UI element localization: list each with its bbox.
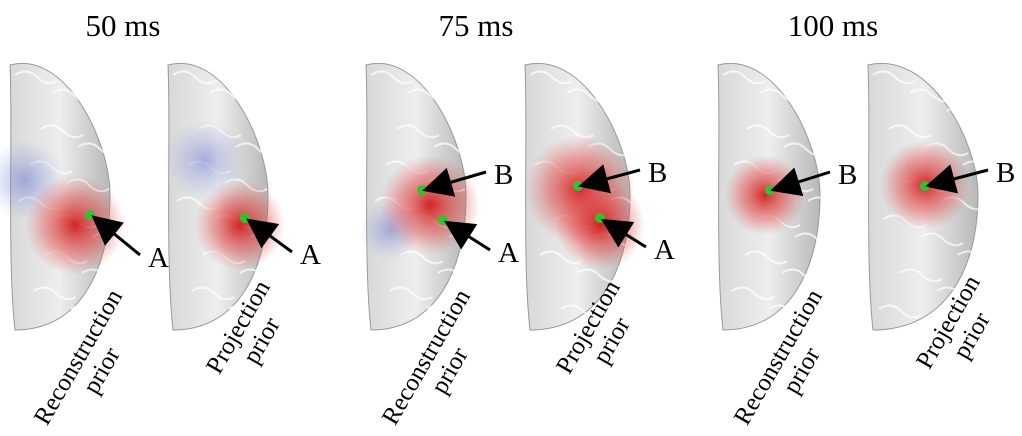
panel-title: 75 ms [439,8,514,43]
marker-label: B [996,157,1015,189]
marker-label: A [654,234,675,266]
source-dot [920,181,930,191]
brain-fold [445,107,487,119]
source-dot [85,210,95,220]
marker-label: A [300,239,321,271]
source-dot [595,213,605,223]
source-dot [417,185,427,195]
red-activation [555,180,645,270]
marker-label: B [838,159,857,191]
source-dot [573,181,583,191]
source-dot [438,215,448,225]
marker-label: A [148,242,169,274]
brain-fold [604,107,646,119]
red-activation [725,155,805,235]
marker-label: B [494,159,513,191]
brain-fold [797,107,839,119]
marker-label: B [648,157,667,189]
red-activation [25,175,125,275]
red-activation [195,180,285,270]
marker-label: A [498,237,519,269]
brain-fold [247,107,289,119]
brain-fold [89,107,131,119]
source-dot [240,213,250,223]
panel-title: 50 ms [86,8,161,43]
panel-title: 100 ms [788,8,878,43]
red-activation [380,155,480,255]
figure: 50 msAReconstructionpriorAProjectionprio… [0,0,1022,436]
source-dot [765,185,775,195]
